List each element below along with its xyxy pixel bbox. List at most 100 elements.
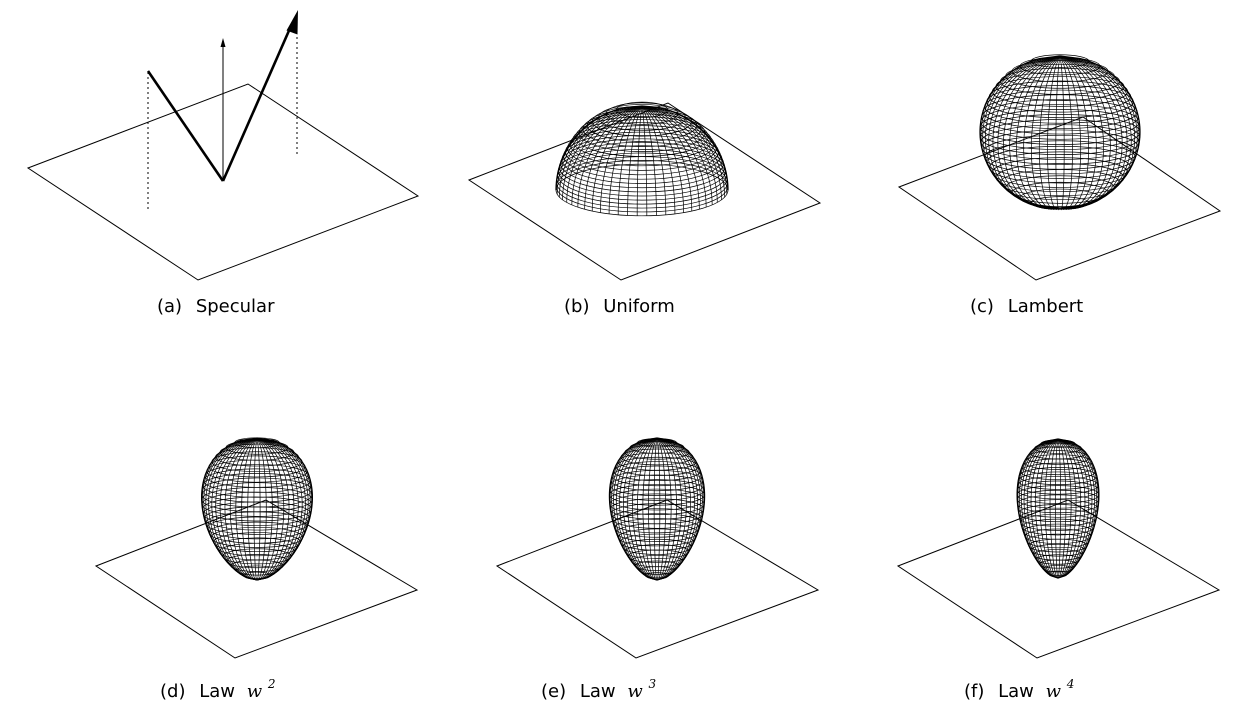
ground-plane bbox=[94, 499, 419, 659]
caption-math-exponent: 4 bbox=[1066, 677, 1075, 691]
mesh-meridian bbox=[1016, 55, 1061, 210]
mesh-meridian bbox=[992, 55, 1061, 209]
law-w2-lobe-mesh bbox=[200, 437, 314, 581]
caption-prefix: (f) bbox=[964, 681, 984, 702]
mesh-meridian bbox=[1059, 55, 1073, 211]
mesh-meridian bbox=[256, 437, 299, 581]
mesh-meridian bbox=[656, 437, 687, 581]
mesh-meridian bbox=[224, 437, 258, 581]
mesh-meridian bbox=[1047, 55, 1061, 211]
caption-prefix: (e) bbox=[541, 681, 566, 702]
mesh-silhouette bbox=[555, 105, 643, 191]
ground-plane bbox=[896, 499, 1221, 659]
mesh-silhouette bbox=[979, 55, 1061, 209]
mesh-meridian bbox=[1055, 55, 1061, 211]
mesh-meridian bbox=[559, 105, 643, 198]
mesh-latitude-ring bbox=[215, 537, 299, 557]
caption-label: Law bbox=[998, 681, 1034, 702]
mesh-meridian bbox=[229, 437, 258, 581]
mesh-meridian bbox=[641, 105, 667, 215]
mesh-meridian bbox=[208, 437, 258, 581]
mesh-meridian bbox=[556, 105, 643, 195]
caption-label: Specular bbox=[196, 296, 275, 317]
mesh-latitude-ring bbox=[1026, 450, 1090, 465]
mesh-meridian bbox=[641, 105, 728, 195]
mesh-meridian bbox=[627, 437, 658, 581]
mesh-meridian bbox=[641, 105, 676, 214]
panel-caption: (b) Uniform bbox=[564, 296, 675, 317]
mesh-latitude-ring bbox=[202, 496, 312, 522]
mesh-meridian bbox=[1059, 55, 1104, 210]
caption-label: Law bbox=[580, 681, 616, 702]
mesh-latitude-ring bbox=[203, 468, 311, 493]
mesh-meridian bbox=[1039, 438, 1059, 579]
mesh-meridian bbox=[562, 105, 643, 200]
ground-plane bbox=[897, 116, 1222, 281]
mesh-meridian bbox=[253, 437, 258, 581]
mesh-meridian bbox=[1049, 438, 1059, 579]
mesh-latitude-ring bbox=[201, 491, 313, 517]
uniform-hemisphere-mesh bbox=[555, 101, 729, 217]
caption-prefix: (c) bbox=[970, 296, 994, 317]
mesh-meridian bbox=[1059, 55, 1065, 211]
mesh-meridian bbox=[642, 437, 658, 581]
mesh-meridian bbox=[215, 437, 258, 581]
mesh-meridian bbox=[656, 437, 691, 581]
mesh-meridian bbox=[1057, 438, 1067, 579]
mesh-meridian bbox=[571, 105, 643, 205]
reflected-ray bbox=[221, 25, 293, 182]
mesh-meridian bbox=[1026, 438, 1059, 579]
mesh-meridian bbox=[1059, 55, 1097, 210]
mesh-meridian bbox=[1057, 438, 1086, 579]
caption-label: Law bbox=[199, 681, 235, 702]
mesh-meridian bbox=[1057, 438, 1062, 579]
mesh-meridian bbox=[636, 105, 643, 216]
mesh-meridian bbox=[656, 437, 672, 581]
mesh-meridian bbox=[1057, 438, 1093, 579]
mesh-meridian bbox=[1059, 55, 1128, 209]
mesh-meridian bbox=[648, 437, 658, 581]
mesh-meridian bbox=[1059, 55, 1123, 209]
mesh-meridian bbox=[1009, 55, 1061, 209]
mesh-meridian bbox=[256, 437, 261, 581]
incident-ray bbox=[146, 70, 225, 182]
law-w3-lobe-mesh bbox=[608, 437, 706, 581]
mesh-meridian bbox=[641, 105, 684, 213]
mesh-meridian bbox=[641, 105, 713, 205]
panel-specular: (a) Specular bbox=[26, 10, 420, 317]
reflected-ray-arrowhead bbox=[286, 10, 298, 35]
mesh-meridian bbox=[627, 105, 643, 216]
mesh-meridian bbox=[1034, 438, 1059, 579]
normal-arrowhead bbox=[220, 38, 226, 47]
mesh-meridian bbox=[1059, 55, 1117, 209]
mesh-meridian bbox=[641, 105, 648, 216]
mesh-silhouette bbox=[656, 437, 706, 581]
mesh-meridian bbox=[1059, 55, 1082, 210]
mesh-meridian bbox=[256, 437, 313, 581]
mesh-meridian bbox=[256, 437, 295, 581]
mesh-meridian bbox=[653, 437, 658, 581]
mesh-meridian bbox=[615, 437, 658, 581]
mesh-meridian bbox=[623, 437, 658, 581]
mesh-meridian bbox=[608, 105, 643, 214]
caption-label: Lambert bbox=[1008, 296, 1084, 317]
mesh-meridian bbox=[656, 437, 701, 581]
mesh-meridian bbox=[1059, 55, 1111, 209]
mesh-meridian bbox=[1044, 438, 1059, 579]
mesh-meridian bbox=[656, 437, 666, 581]
mesh-latitude-ring bbox=[1020, 462, 1096, 481]
mesh-meridian bbox=[980, 55, 1061, 209]
mesh-meridian bbox=[247, 437, 258, 581]
mesh-meridian bbox=[656, 437, 661, 581]
lambert-sphere-mesh bbox=[979, 54, 1141, 211]
mesh-meridian bbox=[656, 437, 695, 581]
caption-math-base: w bbox=[627, 681, 643, 702]
mesh-meridian bbox=[256, 437, 290, 581]
caption-math-exponent: 3 bbox=[649, 677, 657, 691]
mesh-meridian bbox=[617, 105, 643, 215]
mesh-meridian bbox=[1030, 438, 1059, 579]
mesh-meridian bbox=[256, 437, 285, 581]
panel-law-w3: (e) Law w 3 bbox=[495, 437, 820, 702]
caption-prefix: (d) bbox=[160, 681, 185, 702]
